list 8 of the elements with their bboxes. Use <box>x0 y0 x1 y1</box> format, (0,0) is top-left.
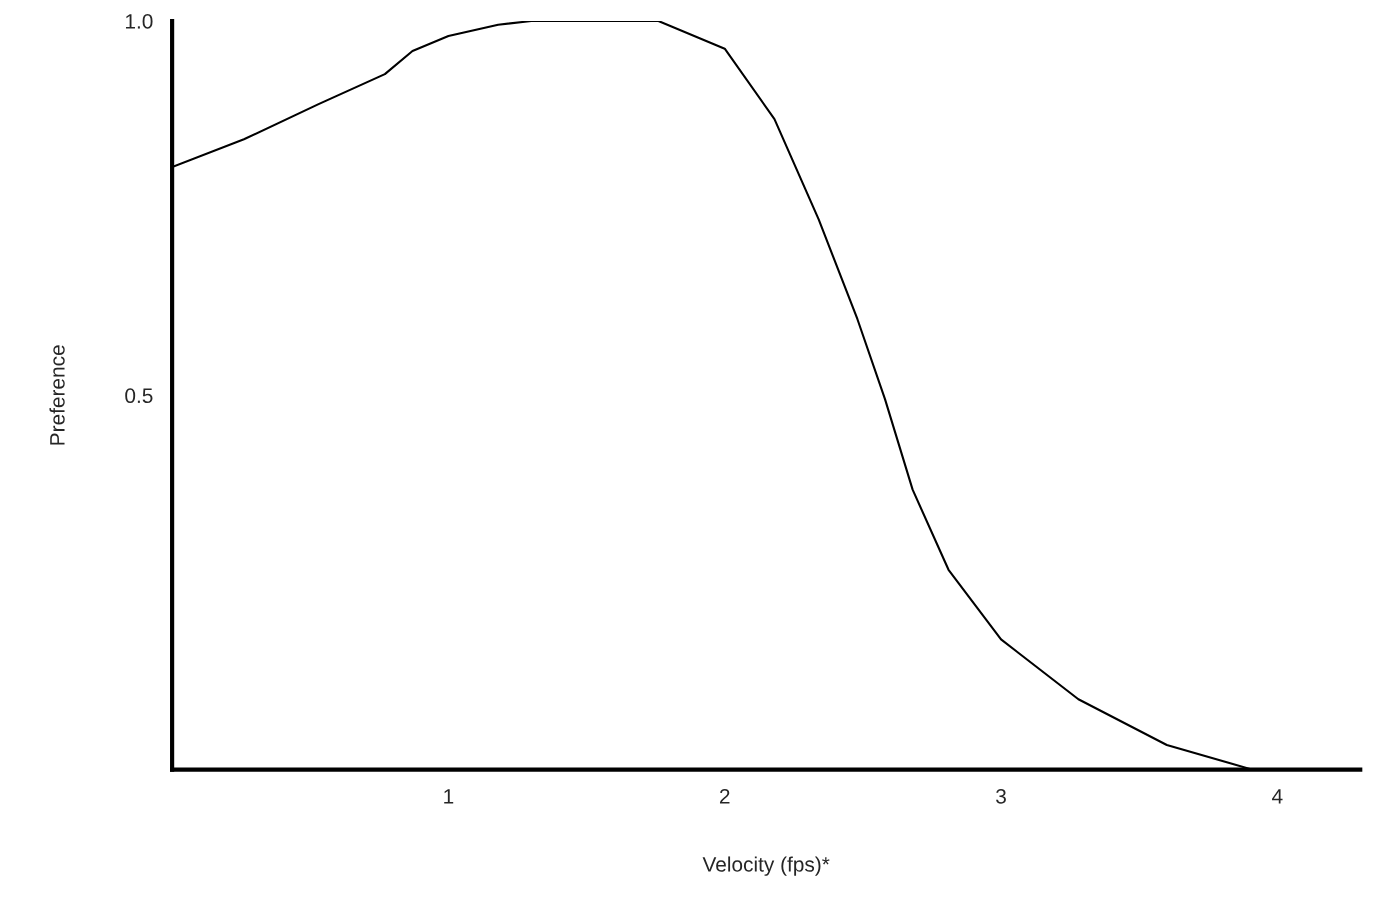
x-axis-title: Velocity (fps)* <box>702 856 830 876</box>
x-tick-label: 1 <box>444 789 454 804</box>
y-tick-label: 0.5 <box>125 388 153 404</box>
x-tick-label: 4 <box>1272 789 1283 804</box>
x-tick-label: 2 <box>719 788 730 804</box>
y-axis-title: Preference <box>49 345 65 445</box>
y-tick-label: 1.0 <box>125 14 153 29</box>
x-tick-label: 3 <box>996 788 1006 804</box>
